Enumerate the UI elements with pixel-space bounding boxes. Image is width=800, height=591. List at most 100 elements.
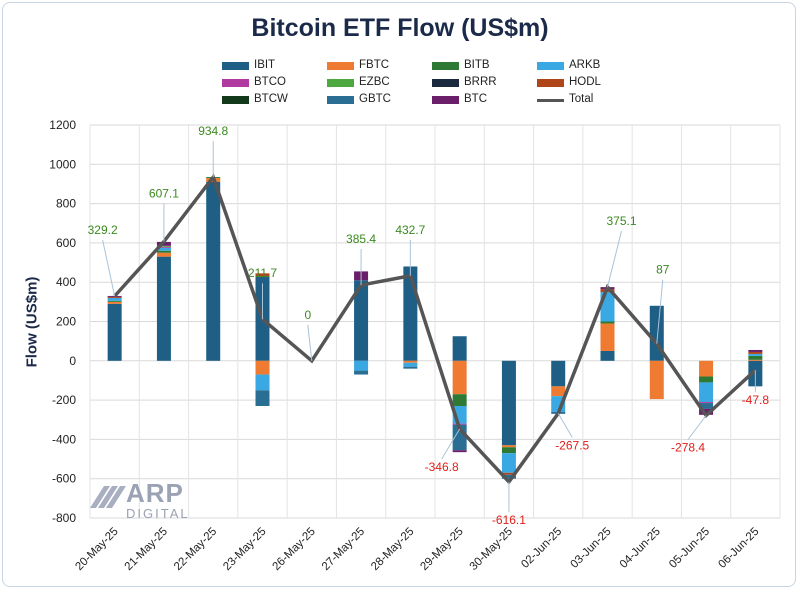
data-label: 329.2 xyxy=(88,223,118,237)
chart-title: Bitcoin ETF Flow (US$m) xyxy=(251,14,549,42)
y-tick-label: 400 xyxy=(56,275,76,289)
bar-segment-fbtc xyxy=(452,360,467,395)
legend-swatch xyxy=(432,79,459,87)
x-tick-label: 22-May-25 xyxy=(172,526,219,573)
bar-segment-gbtc xyxy=(501,474,516,479)
bar-segment-btc xyxy=(452,450,467,453)
bar-segment-bitb xyxy=(748,355,763,360)
x-tick-label: 21-May-25 xyxy=(123,526,170,573)
y-tick-label: 1200 xyxy=(49,118,76,132)
bar-segment-arkb xyxy=(501,453,516,473)
bar-segment-fbtc xyxy=(748,359,763,361)
legend-label: BTCO xyxy=(254,76,286,88)
bar-segment-fbtc xyxy=(551,386,566,397)
legend-label: GBTC xyxy=(359,93,391,105)
bar-segment-arkb xyxy=(354,360,369,371)
legend-label: ARKB xyxy=(569,59,601,71)
y-tick-label: 0 xyxy=(69,354,76,368)
legend-swatch xyxy=(537,99,564,102)
y-tick-label: -800 xyxy=(52,511,76,525)
bar-segment-ibit xyxy=(206,181,221,361)
data-label: 375.1 xyxy=(606,214,636,228)
legend-swatch xyxy=(327,62,354,70)
y-tick-label: 200 xyxy=(56,315,76,329)
logo-subtext: DIGITAL xyxy=(126,506,190,521)
y-tick-label: -400 xyxy=(52,432,76,446)
legend-label: BTCW xyxy=(254,93,288,105)
x-tick-label: 23-May-25 xyxy=(221,526,268,573)
data-label: 385.4 xyxy=(346,232,376,246)
bar-segment-arkb xyxy=(255,374,270,391)
legend-label: BRRR xyxy=(464,76,497,88)
bar-segment-fbtc xyxy=(107,301,122,304)
y-tick-label: -200 xyxy=(52,393,76,407)
bar-segment-hodl xyxy=(255,273,270,277)
bar-segment-bitb xyxy=(156,250,171,253)
bar-segment-arkb xyxy=(156,247,171,251)
bar-segment-btc xyxy=(699,408,714,415)
x-tick-label: 28-May-25 xyxy=(369,526,416,573)
bar-segment-gbtc xyxy=(699,403,714,409)
x-tick-label: 20-May-25 xyxy=(73,526,120,573)
bar-segment-bitb xyxy=(452,394,467,406)
bar-segment-hodl xyxy=(501,472,516,475)
data-label-leader xyxy=(557,413,573,438)
legend-label: EZBC xyxy=(359,76,390,88)
data-label: -47.8 xyxy=(742,393,770,407)
bar-segment-ibit xyxy=(107,303,122,361)
legend-swatch xyxy=(327,79,354,87)
bar-segment-btc xyxy=(748,349,763,352)
x-tick-label: 30-May-25 xyxy=(468,526,515,573)
data-label: -346.8 xyxy=(425,460,459,474)
x-tick-label: 26-May-25 xyxy=(271,526,318,573)
data-label-leader xyxy=(607,230,622,288)
legend-label: BITB xyxy=(464,59,490,71)
bar-segment-hodl xyxy=(107,296,122,298)
bar-segment-gbtc xyxy=(255,390,270,406)
bar-segment-bitb xyxy=(699,376,714,383)
data-label: 432.7 xyxy=(395,223,425,237)
bar-segment-arkb xyxy=(107,297,122,301)
bar-segment-fbtc xyxy=(156,252,171,257)
bar-segment-btco xyxy=(699,402,714,404)
legend-swatch xyxy=(432,62,459,70)
data-label-leader xyxy=(102,240,116,297)
data-label: 934.8 xyxy=(198,124,228,138)
x-tick-label: 04-Jun-25 xyxy=(618,526,663,571)
bar-segment-bitb xyxy=(107,300,122,302)
legend-label: IBIT xyxy=(254,59,276,71)
bar-segment-arkb xyxy=(699,382,714,403)
y-tick-label: 1000 xyxy=(49,157,76,171)
logo-text: ARP xyxy=(126,478,184,508)
bar-segment-fbtc xyxy=(600,323,615,351)
data-label: 0 xyxy=(304,308,311,322)
x-tick-label: 02-Jun-25 xyxy=(519,526,564,571)
x-tick-label: 03-Jun-25 xyxy=(569,526,614,571)
legend-swatch xyxy=(222,62,249,70)
x-tick-label: 06-Jun-25 xyxy=(716,526,761,571)
x-tick-label: 29-May-25 xyxy=(418,526,465,573)
bar-segment-ibit xyxy=(354,280,369,361)
bar-segment-fbtc xyxy=(403,360,418,363)
bar-segment-fbtc xyxy=(501,445,516,448)
bar-segment-btco xyxy=(156,246,171,248)
bar-segment-ibit xyxy=(156,256,171,361)
bar-segment-fbtc xyxy=(699,360,714,377)
data-label: 211.7 xyxy=(248,266,277,280)
legend-swatch xyxy=(537,79,564,87)
data-label-leader xyxy=(307,324,313,361)
legend-label: BTC xyxy=(464,93,487,105)
legend-swatch xyxy=(537,62,564,70)
data-label: 87 xyxy=(656,263,670,277)
legend-swatch xyxy=(432,96,459,104)
data-label-leader xyxy=(441,428,461,460)
legend-swatch xyxy=(222,96,249,104)
bar-segment-ezbc xyxy=(156,245,171,247)
x-tick-label: 27-May-25 xyxy=(320,526,367,573)
total-line xyxy=(113,173,757,485)
bar-segment-ibit xyxy=(501,360,516,446)
data-label-leader xyxy=(656,279,664,344)
logo-stripes-icon xyxy=(90,486,126,508)
